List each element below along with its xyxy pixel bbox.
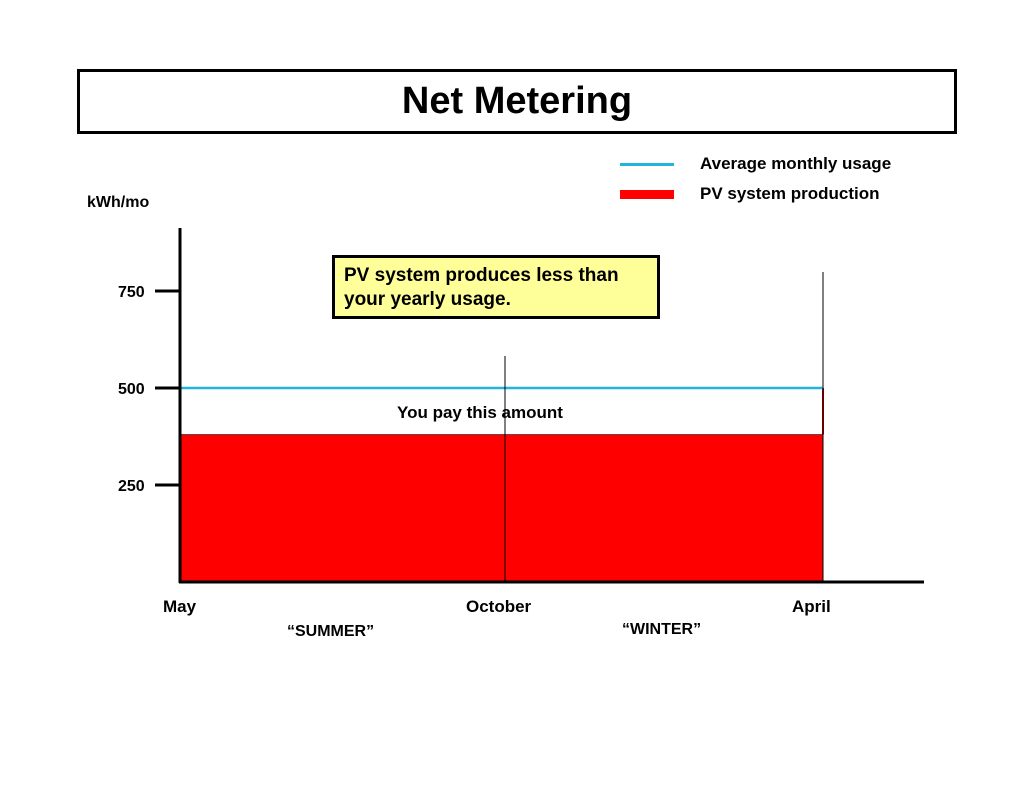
- legend-item-usage: Average monthly usage: [620, 152, 891, 176]
- legend-swatch-usage: [620, 162, 674, 166]
- season-label-summer: “SUMMER”: [287, 623, 374, 640]
- y-axis-label: kWh/mo: [87, 194, 150, 211]
- plot-area: 250 500 750 May October April “SUMMER” “WINTER”…: [118, 228, 924, 640]
- legend-swatch-production: [620, 189, 674, 199]
- y-tick-label-250: 250: [118, 478, 145, 495]
- chart-title-box: Net Metering: [77, 69, 957, 134]
- callout-text: PV system produces less than your yearly…: [344, 265, 619, 310]
- x-label-april: April: [792, 597, 831, 616]
- legend-label-production: PV system production: [700, 184, 880, 203]
- season-label-winter: “WINTER”: [622, 621, 701, 638]
- x-label-october: October: [466, 597, 532, 616]
- y-tick-label-750: 750: [118, 284, 145, 301]
- production-area: [179, 434, 824, 583]
- legend-item-production: PV system production: [620, 182, 879, 206]
- chart-title: Net Metering: [401, 80, 633, 122]
- callout-box: PV system produces less than your yearly…: [332, 255, 660, 319]
- gap-annotation: You pay this amount: [397, 403, 563, 422]
- y-tick-label-500: 500: [118, 381, 145, 398]
- legend-label-usage: Average monthly usage: [700, 154, 892, 173]
- x-label-may: May: [163, 597, 197, 616]
